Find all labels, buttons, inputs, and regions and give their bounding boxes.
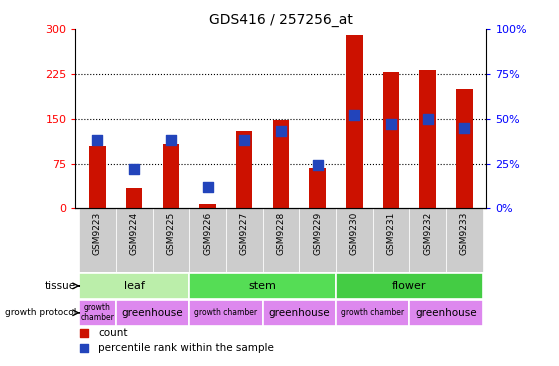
Bar bbox=[456, 89, 472, 209]
Bar bbox=[336, 209, 373, 272]
Bar bbox=[189, 209, 226, 272]
Bar bbox=[346, 35, 363, 209]
Bar bbox=[409, 209, 446, 272]
Bar bbox=[299, 209, 336, 272]
Text: GSM9228: GSM9228 bbox=[276, 212, 286, 255]
Bar bbox=[126, 187, 143, 209]
Title: GDS416 / 257256_at: GDS416 / 257256_at bbox=[209, 13, 353, 27]
Bar bbox=[163, 144, 179, 209]
Bar bbox=[273, 120, 289, 209]
Point bbox=[240, 138, 249, 143]
Bar bbox=[263, 209, 299, 272]
Text: GSM9227: GSM9227 bbox=[240, 212, 249, 255]
Point bbox=[93, 138, 102, 143]
Text: GSM9231: GSM9231 bbox=[386, 212, 395, 255]
Text: growth chamber: growth chamber bbox=[341, 308, 404, 317]
Bar bbox=[189, 300, 263, 326]
Text: growth chamber: growth chamber bbox=[195, 308, 258, 317]
Point bbox=[79, 330, 88, 336]
Bar bbox=[336, 273, 482, 299]
Bar bbox=[79, 273, 189, 299]
Text: GSM9232: GSM9232 bbox=[423, 212, 432, 255]
Point bbox=[277, 128, 286, 134]
Text: GSM9226: GSM9226 bbox=[203, 212, 212, 255]
Text: greenhouse: greenhouse bbox=[268, 308, 330, 318]
Bar bbox=[336, 300, 409, 326]
Point bbox=[79, 345, 88, 351]
Text: GSM9230: GSM9230 bbox=[350, 212, 359, 255]
Text: growth
chamber: growth chamber bbox=[80, 303, 115, 322]
Text: GSM9233: GSM9233 bbox=[460, 212, 469, 255]
Point bbox=[350, 112, 359, 118]
Text: GSM9223: GSM9223 bbox=[93, 212, 102, 255]
Text: flower: flower bbox=[392, 281, 427, 291]
Bar bbox=[309, 168, 326, 209]
Bar bbox=[199, 204, 216, 209]
Bar bbox=[446, 209, 482, 272]
Point bbox=[386, 121, 395, 127]
Point bbox=[167, 138, 176, 143]
Bar bbox=[153, 209, 189, 272]
Text: greenhouse: greenhouse bbox=[415, 308, 477, 318]
Text: leaf: leaf bbox=[124, 281, 145, 291]
Text: GSM9224: GSM9224 bbox=[130, 212, 139, 255]
Bar bbox=[226, 209, 263, 272]
Bar bbox=[116, 209, 153, 272]
Bar bbox=[236, 131, 253, 209]
Text: tissue: tissue bbox=[45, 281, 76, 291]
Bar bbox=[79, 209, 116, 272]
Bar bbox=[419, 70, 436, 209]
Text: greenhouse: greenhouse bbox=[122, 308, 183, 318]
Point bbox=[423, 116, 432, 122]
Bar bbox=[116, 300, 189, 326]
Text: percentile rank within the sample: percentile rank within the sample bbox=[98, 343, 274, 353]
Bar bbox=[383, 72, 399, 209]
Point bbox=[460, 125, 469, 131]
Point bbox=[313, 163, 322, 168]
Text: stem: stem bbox=[249, 281, 277, 291]
Bar bbox=[89, 146, 106, 209]
Text: count: count bbox=[98, 328, 127, 339]
Bar bbox=[263, 300, 336, 326]
Bar bbox=[409, 300, 482, 326]
Point bbox=[203, 184, 212, 190]
Bar bbox=[189, 273, 336, 299]
Text: growth protocol: growth protocol bbox=[5, 308, 76, 317]
Text: GSM9225: GSM9225 bbox=[167, 212, 176, 255]
Text: GSM9229: GSM9229 bbox=[313, 212, 322, 255]
Bar bbox=[79, 300, 116, 326]
Bar bbox=[373, 209, 409, 272]
Point bbox=[130, 166, 139, 172]
